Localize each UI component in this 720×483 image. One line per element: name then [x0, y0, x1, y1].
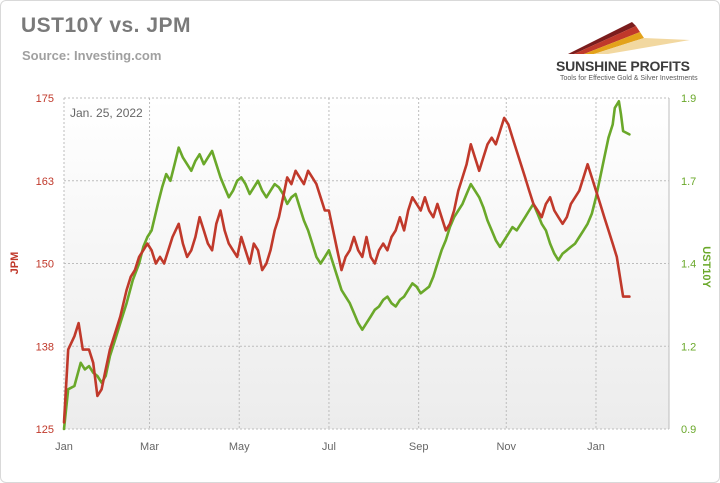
y-left-tick-label: 125 [36, 424, 54, 436]
logo-name: SUNSHINE PROFITS [556, 58, 690, 74]
x-tick-label: Jul [322, 441, 336, 453]
y-right-tick-label: 1.4 [681, 259, 696, 271]
y-right-tick-label: 0.9 [681, 424, 696, 436]
logo-swoosh-gold [584, 32, 644, 54]
x-tick-label: Jan [587, 441, 605, 453]
y-left-tick-label: 175 [36, 93, 54, 105]
series-lines [62, 100, 631, 431]
y-right-tick-label: 1.7 [681, 176, 696, 188]
x-tick-label: Sep [409, 441, 429, 453]
logo-swoosh-light [594, 38, 690, 54]
y-right-tick-label: 1.9 [681, 93, 696, 105]
chart-source: Source: Investing.com [22, 48, 162, 63]
chart-title: UST10Y vs. JPM [21, 14, 192, 37]
y-left-tick-label: 163 [36, 176, 54, 188]
logo-swoosh-dark [568, 22, 636, 54]
date-annotation: Jan. 25, 2022 [70, 106, 143, 120]
sunshine-profits-logo [568, 22, 690, 54]
x-tick-label: Nov [496, 441, 516, 453]
x-tick-label: Mar [140, 441, 159, 453]
series-line-jpm [62, 116, 631, 424]
x-axis: Jan Mar May Jul Sep Nov Jan [55, 441, 605, 453]
y-left-axis-title: JPM [9, 252, 21, 275]
x-tick-label: May [229, 441, 250, 453]
y-left-tick-label: 138 [36, 341, 54, 353]
logo-swoosh-red [574, 26, 640, 54]
y-left-tick-label: 150 [36, 259, 54, 271]
right-axis: 1.9 1.7 1.4 1.2 0.9 [681, 93, 696, 436]
series-line-ust10y [62, 100, 631, 431]
x-tick-label: Jan [55, 441, 73, 453]
logo-tagline: Tools for Effective Gold & Silver Invest… [560, 75, 698, 82]
y-right-axis-title: UST10Y [700, 246, 712, 288]
left-axis: 175 163 150 138 125 [36, 93, 54, 436]
y-right-tick-label: 1.2 [681, 341, 696, 353]
